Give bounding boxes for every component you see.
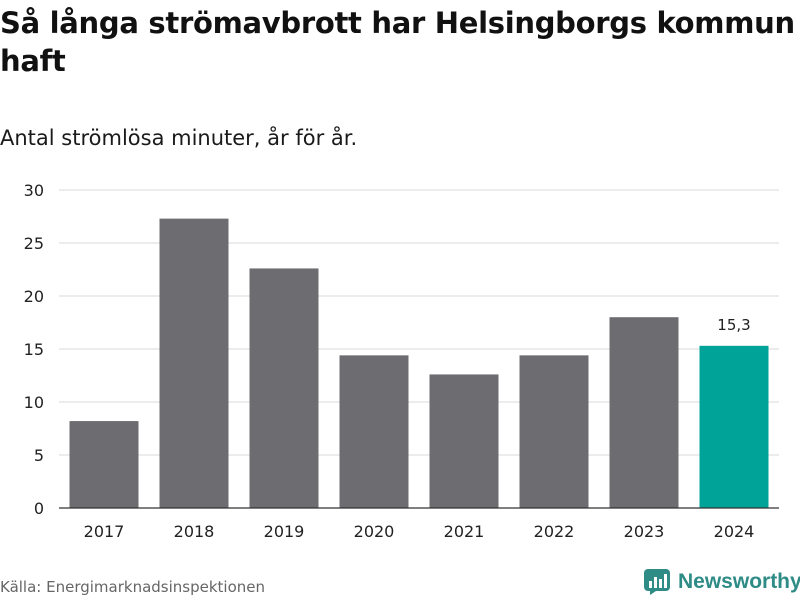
source-note: Källa: Energimarknadsinspektionen [0,578,266,596]
y-tick-label: 5 [34,446,44,465]
brand-logo[interactable]: Newsworthy [644,569,800,595]
x-tick-label: 2022 [534,522,575,541]
bar-chart: 0 5 10 15 20 25 30 2017 2018 2019 2020 2021 2022 2023… [24,181,779,541]
bar-chart-logo-icon [644,569,670,595]
x-tick-label: 2021 [444,522,485,541]
y-tick-label: 25 [24,234,44,253]
bar-2024 [699,345,769,508]
data-label: 15,3 [717,316,750,334]
brand-name: Newsworthy [678,570,800,593]
y-tick-label: 30 [24,181,44,200]
chart-title: Så långa strömavbrott har Helsingborgs k… [0,6,795,78]
x-tick-label: 2018 [174,522,215,541]
x-tick-label: 2023 [624,522,665,541]
y-tick-label: 15 [24,340,44,359]
x-tick-label: 2020 [354,522,395,541]
chart-subtitle: Antal strömlösa minuter, år för år. [0,126,358,150]
bar-2021 [429,374,499,508]
x-tick-label: 2017 [84,522,125,541]
bar-2020 [339,355,409,508]
bar-2022 [519,355,589,508]
y-tick-label: 10 [24,393,44,412]
x-tick-label: 2024 [714,522,755,541]
bar-2018 [159,218,229,508]
bar-2023 [609,317,679,508]
y-tick-label: 20 [24,287,44,306]
x-tick-label: 2019 [264,522,305,541]
bar-2019 [249,268,319,508]
y-tick-label: 0 [34,499,44,518]
bar-2017 [69,421,139,508]
